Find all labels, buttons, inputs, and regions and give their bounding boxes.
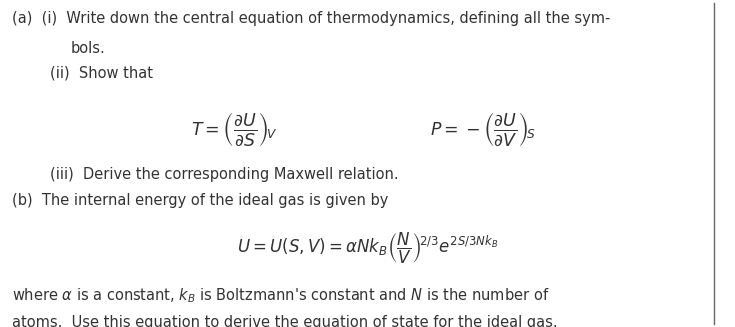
Text: where $\alpha$ is a constant, $k_B$ is Boltzmann's constant and $N$ is the numbe: where $\alpha$ is a constant, $k_B$ is B… xyxy=(12,286,549,305)
Text: (iii)  Derive the corresponding Maxwell relation.: (iii) Derive the corresponding Maxwell r… xyxy=(50,167,398,182)
Text: $U = U(S,V) = \alpha N k_B \left(\dfrac{N}{V}\right)^{\!2/3} e^{2S/3Nk_B}$: $U = U(S,V) = \alpha N k_B \left(\dfrac{… xyxy=(237,231,498,266)
Text: (ii)  Show that: (ii) Show that xyxy=(50,65,153,80)
Text: $T = \left(\dfrac{\partial U}{\partial S}\right)_{\!V}$: $T = \left(\dfrac{\partial U}{\partial S… xyxy=(191,111,278,148)
Text: (a)  (i)  Write down the central equation of thermodynamics, defining all the sy: (a) (i) Write down the central equation … xyxy=(12,11,610,26)
Text: atoms.  Use this equation to derive the equation of state for the ideal gas.: atoms. Use this equation to derive the e… xyxy=(12,315,557,327)
Text: $P = -\left(\dfrac{\partial U}{\partial V}\right)_{\!S}$: $P = -\left(\dfrac{\partial U}{\partial … xyxy=(430,111,537,148)
Text: bols.: bols. xyxy=(71,41,105,56)
Text: (b)  The internal energy of the ideal gas is given by: (b) The internal energy of the ideal gas… xyxy=(12,193,388,208)
